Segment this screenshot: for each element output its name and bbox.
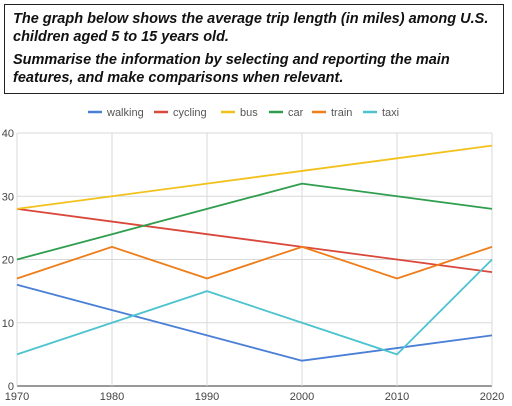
x-tick-label: 2020: [480, 391, 504, 403]
x-axis-ticks: 1970 1980 1990 2000 2010 2020: [5, 391, 504, 403]
legend-label-taxi: taxi: [382, 107, 399, 119]
series-line-car: [16, 182, 493, 261]
legend-label-cycling: cycling: [173, 107, 207, 119]
series-line-bus: [16, 144, 493, 210]
series-line-walking: [16, 283, 493, 362]
legend-label-walking: walking: [106, 107, 144, 119]
legend-label-train: train: [331, 107, 352, 119]
series-lines: [16, 144, 493, 362]
series-line-taxi: [16, 258, 493, 356]
y-tick-label: 30: [2, 191, 14, 203]
y-tick-label: 10: [2, 318, 14, 330]
y-axis-ticks: 0 10 20 30 40: [2, 128, 14, 393]
y-tick-label: 0: [8, 381, 14, 393]
prompt-line-2: Summarise the information by selecting a…: [13, 52, 450, 86]
x-tick-label: 1990: [195, 391, 219, 403]
legend-label-car: car: [288, 107, 304, 119]
series-line-train: [16, 245, 493, 280]
x-tick-label: 1970: [5, 391, 29, 403]
y-tick-label: 40: [2, 128, 14, 140]
series-line-cycling: [16, 208, 493, 274]
y-tick-label: 20: [2, 255, 14, 267]
task-prompt-box: The graph below shows the average trip l…: [4, 4, 504, 94]
x-tick-label: 1980: [100, 391, 124, 403]
legend-label-bus: bus: [240, 107, 258, 119]
x-tick-label: 2000: [290, 391, 314, 403]
x-tick-label: 2010: [385, 391, 409, 403]
legend: walking cycling bus car train taxi: [88, 107, 399, 119]
prompt-line-1: The graph below shows the average trip l…: [13, 11, 489, 45]
